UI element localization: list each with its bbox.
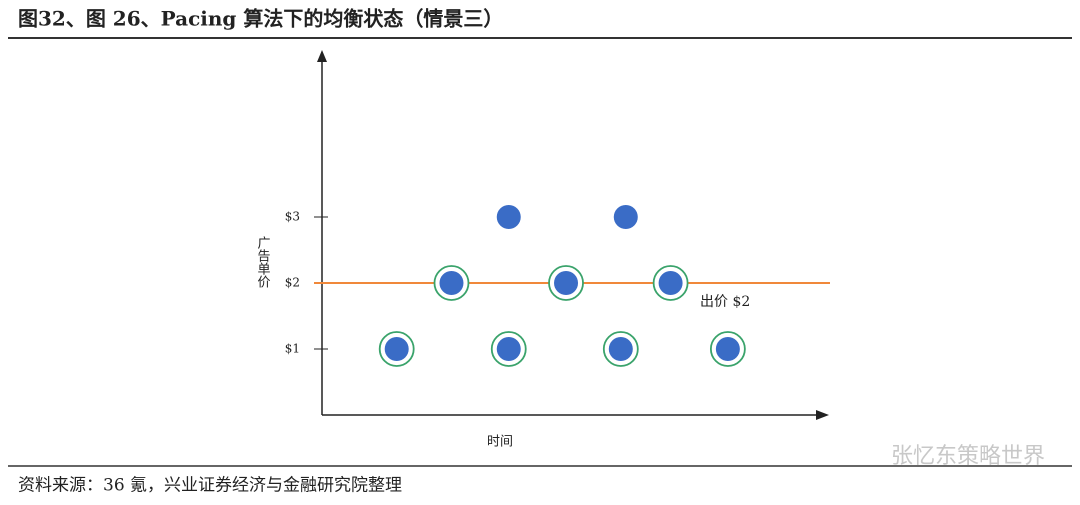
y-tick-label: $3 bbox=[285, 210, 300, 224]
point bbox=[658, 271, 683, 295]
source-note: 资料来源：36 氪，兴业证券经济与金融研究院整理 bbox=[18, 476, 402, 496]
y-axis-arrow bbox=[317, 50, 327, 62]
chart-title: 图32、图 26、Pacing 算法下的均衡状态（情景三） bbox=[18, 7, 503, 31]
reference-label: 出价 $2 bbox=[700, 294, 750, 310]
y-tick-label: $2 bbox=[285, 276, 300, 290]
point bbox=[496, 337, 521, 361]
x-axis-arrow bbox=[816, 410, 829, 420]
point bbox=[613, 205, 638, 229]
x-axis-label: 时间 bbox=[487, 435, 513, 450]
point bbox=[554, 271, 579, 295]
point bbox=[715, 337, 740, 361]
y-axis-label: 广告单价 bbox=[255, 236, 271, 288]
y-tick-label: $1 bbox=[285, 342, 300, 356]
point bbox=[439, 271, 464, 295]
watermark: 张忆东策略世界 bbox=[891, 444, 1045, 469]
point bbox=[496, 205, 521, 229]
point bbox=[384, 337, 409, 361]
point bbox=[608, 337, 633, 361]
